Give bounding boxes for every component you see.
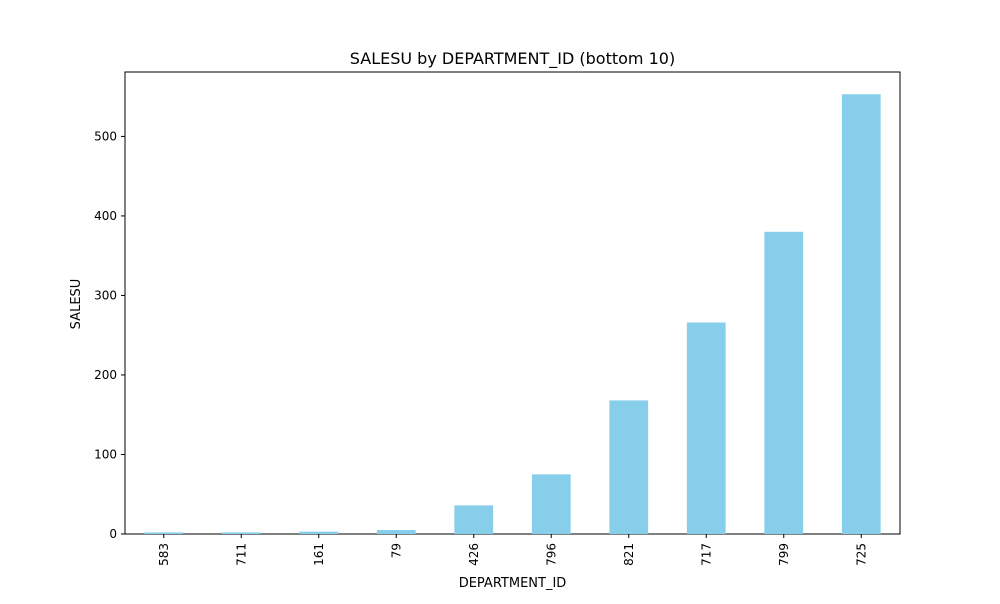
- bar-161: [299, 531, 339, 534]
- bar-725: [841, 94, 881, 535]
- y-axis: 0 100 200 300 400 500: [94, 129, 125, 541]
- x-tick-label: 717: [699, 543, 713, 566]
- y-tick-label: 200: [94, 368, 117, 382]
- x-axis: 583 711 161 79 426 796 821 717 799 725: [157, 534, 868, 566]
- bars-group: [144, 94, 881, 535]
- chart-title: SALESU by DEPARTMENT_ID (bottom 10): [350, 49, 675, 69]
- y-tick-label: 0: [109, 527, 117, 541]
- bar-79: [376, 530, 416, 534]
- bar-796: [531, 474, 571, 534]
- x-tick-label: 583: [157, 543, 171, 566]
- bar-821: [609, 400, 649, 534]
- bar-717: [686, 322, 726, 534]
- x-tick-label: 796: [544, 543, 558, 566]
- x-tick-label: 79: [389, 543, 403, 558]
- y-tick-label: 300: [94, 288, 117, 302]
- x-tick-label: 821: [622, 543, 636, 566]
- bar-711: [221, 532, 261, 534]
- x-tick-label: 725: [854, 543, 868, 566]
- x-tick-label: 799: [777, 543, 791, 566]
- y-axis-label: SALESU: [69, 279, 84, 330]
- x-axis-label: DEPARTMENT_ID: [459, 576, 567, 591]
- bar-799: [764, 231, 804, 534]
- plot-area: [124, 71, 901, 535]
- x-tick-label: 426: [467, 543, 481, 566]
- x-tick-label: 161: [312, 543, 326, 566]
- bar-426: [454, 505, 494, 534]
- plot-frame: [124, 71, 901, 535]
- bar-583: [144, 532, 184, 534]
- y-tick-label: 100: [94, 447, 117, 461]
- x-tick-label: 711: [234, 543, 248, 566]
- y-tick-label: 400: [94, 209, 117, 223]
- y-tick-label: 500: [94, 129, 117, 143]
